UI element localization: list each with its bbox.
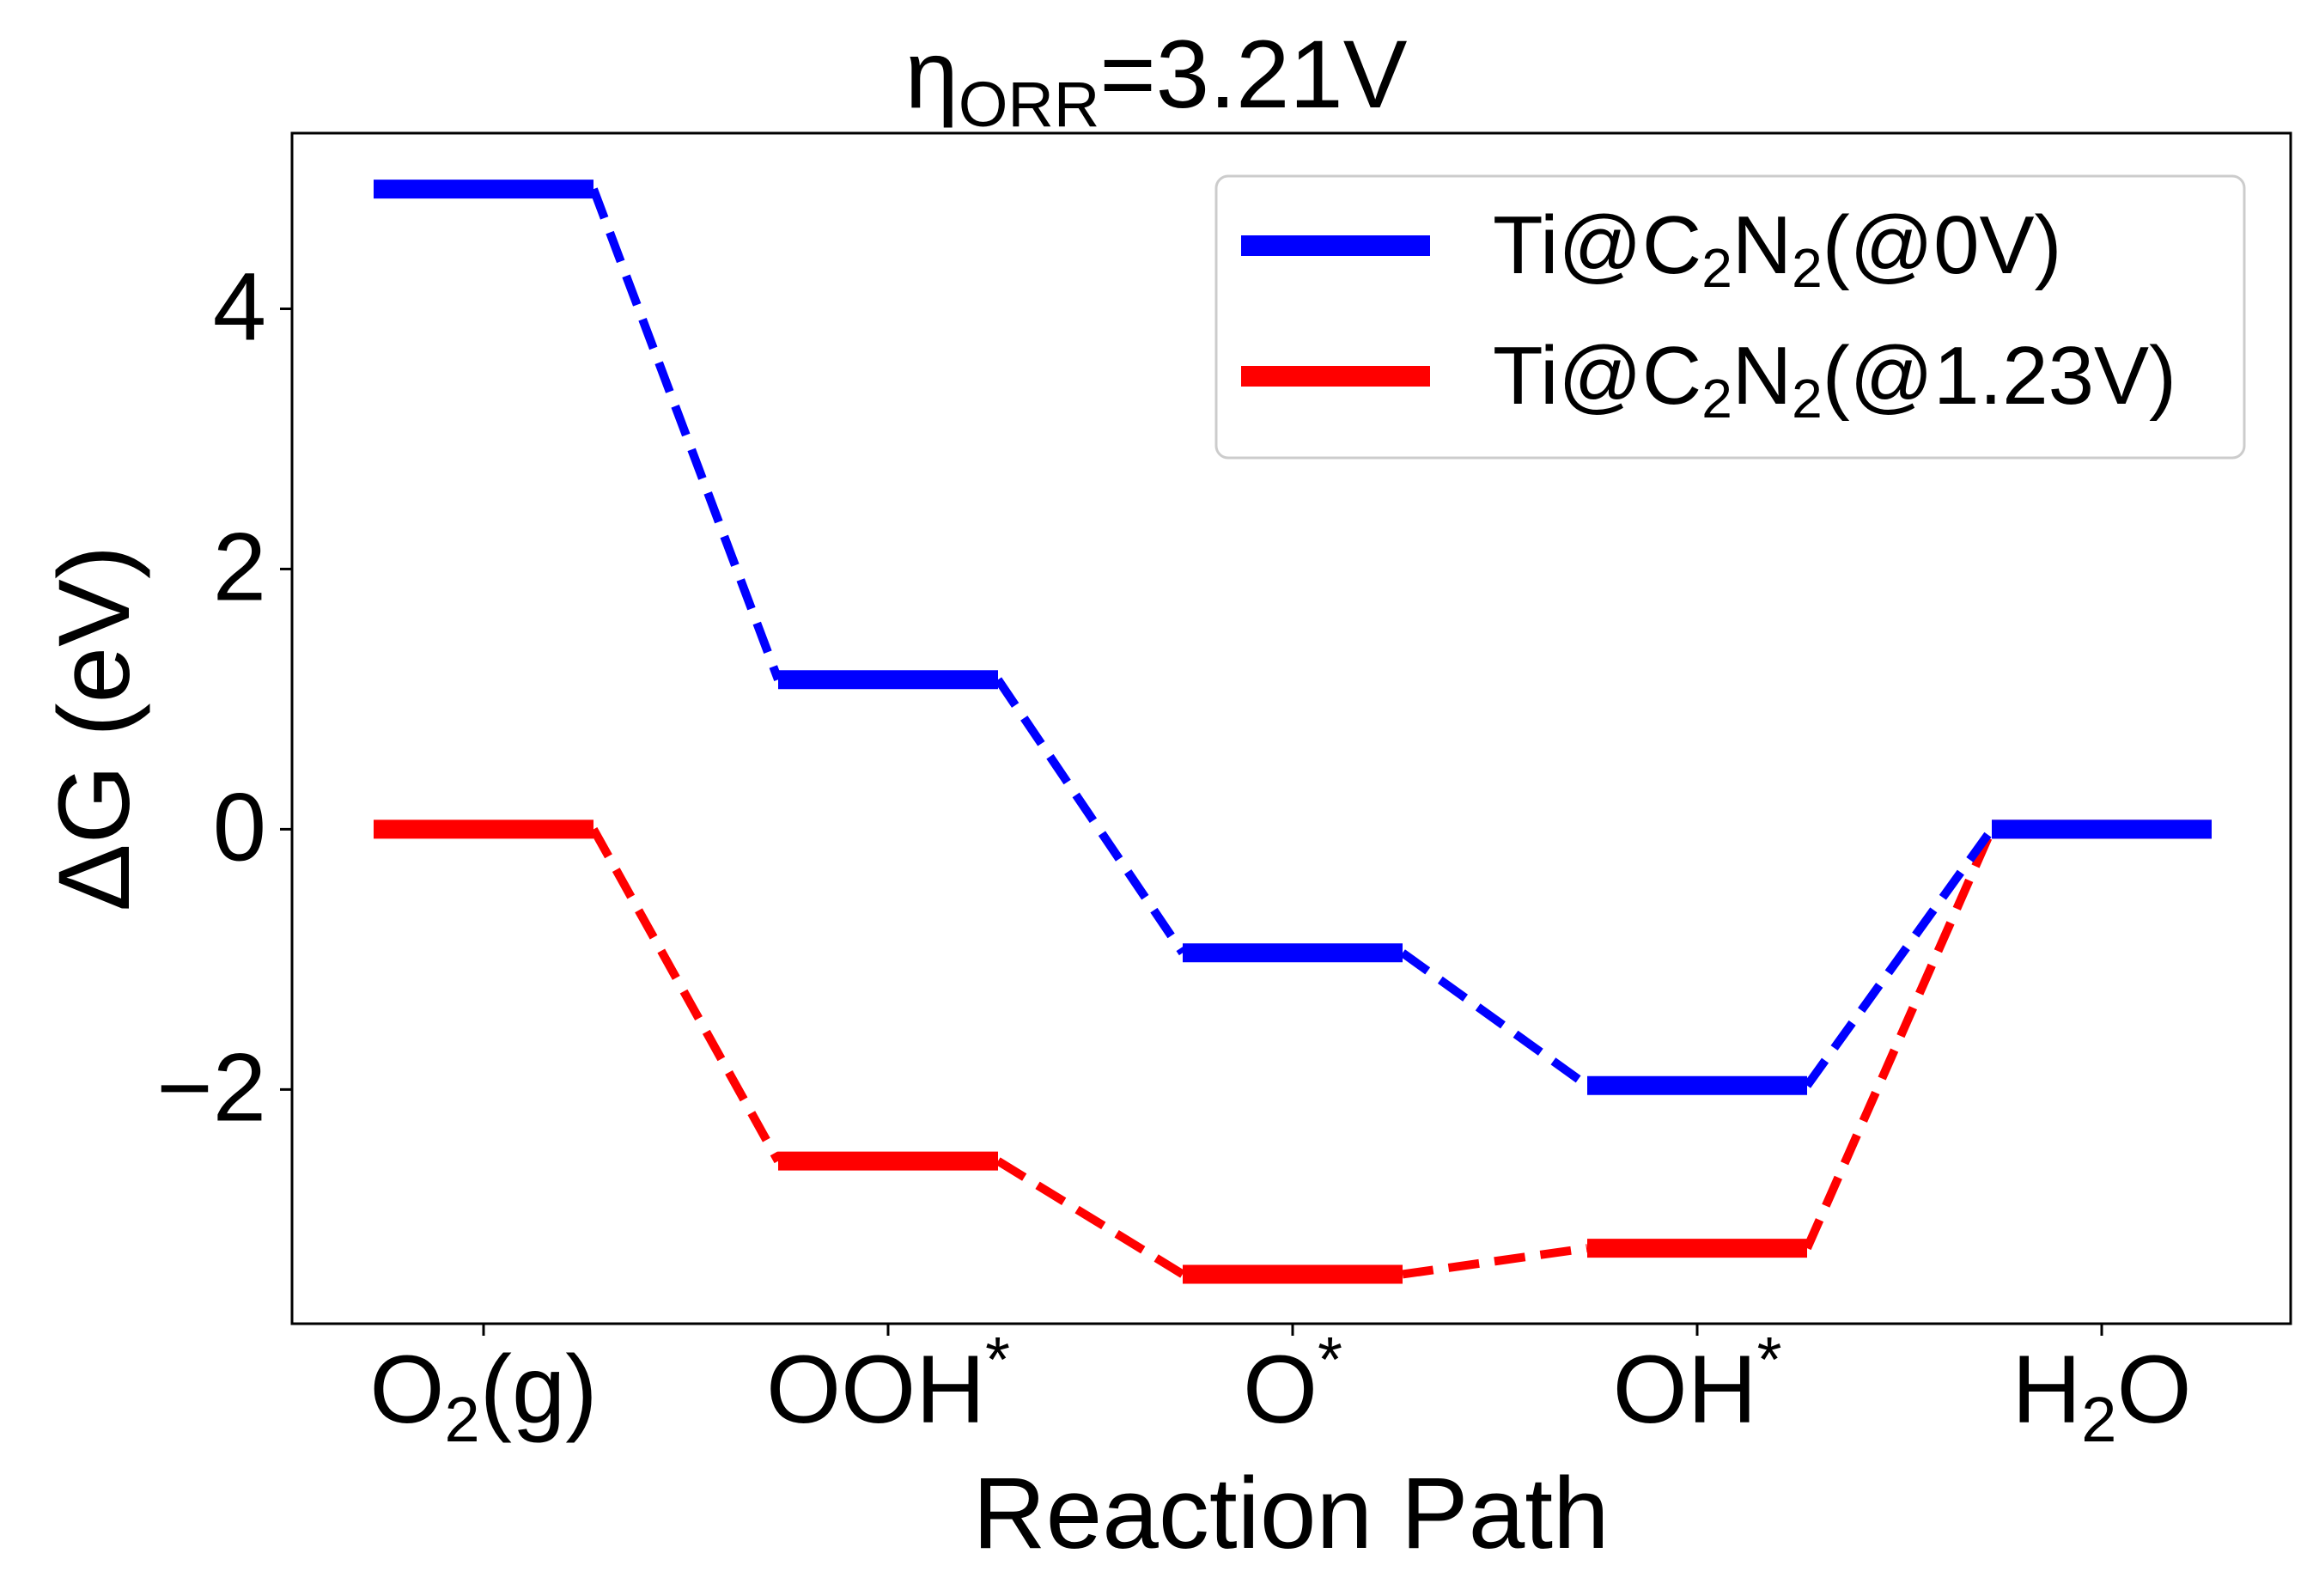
x-tick-label: OOH* [766,1324,1010,1443]
y-tick-label: −2 [156,1033,266,1141]
x-tick-label: OH* [1613,1324,1782,1443]
connector-lines [589,187,1996,1279]
x-tick-label: O2(g) [369,1336,597,1455]
y-tick-label: 4 [213,253,266,360]
x-tick-label: O* [1243,1324,1342,1443]
connector-1-23v-2 [1402,1244,1588,1279]
y-tick-label: 0 [213,773,266,880]
y-axis-ticks: 4 2 0 −2 [156,253,292,1141]
legend: Ti@C2N2(@0V) Ti@C2N2(@1.23V) [1214,174,2246,460]
legend-box [1214,174,2246,460]
x-axis-ticks: O2(g) OOH* O* OH* H2O [369,1324,2192,1455]
x-tick-label: H2O [2012,1336,2191,1455]
connector-1-23v-3 [1803,827,1996,1251]
energy-levels [374,180,2212,1284]
connector-1-23v-1 [995,1157,1185,1278]
connector-0v-1 [994,677,1187,956]
x-axis-label: Reaction Path [972,1457,1609,1570]
connector-0v-2 [1400,949,1590,1089]
y-tick-label: 2 [213,513,266,620]
legend-label-1-23v: Ti@C2N2(@1.23V) [1493,330,2176,429]
y-axis-label: ΔG (eV) [38,545,151,911]
connector-1-23v-0 [589,826,782,1164]
connector-0v-3 [1803,826,1996,1088]
connector-0v-0 [589,187,782,681]
legend-label-0v: Ti@C2N2(@0V) [1493,199,2062,299]
chart-title: ηORR=3.21V [905,21,1408,140]
